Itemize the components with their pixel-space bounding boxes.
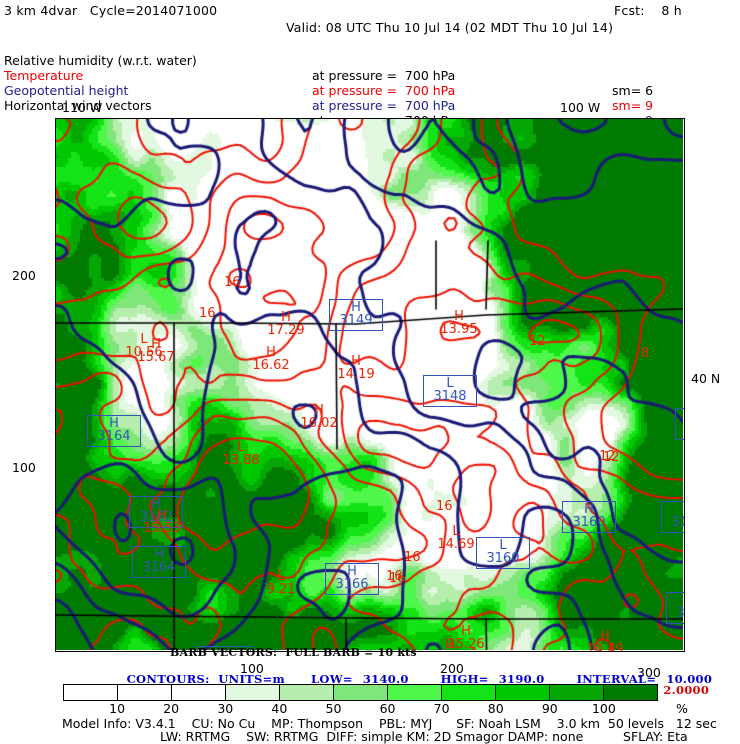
colorbar-tick-80: 80 — [487, 701, 504, 716]
colorbar-segment-10 — [604, 685, 657, 700]
colorbar-segment-6 — [388, 685, 442, 700]
height-label-box — [329, 299, 383, 331]
field-name-rh: Relative humidity (w.r.t. water) — [4, 53, 197, 68]
axis-tick-label-left-100: 100 — [12, 460, 36, 475]
colorbar-segment-4 — [280, 685, 334, 700]
axis-tick-label-left-200: 200 — [12, 268, 36, 283]
temperature-contour-label-16-12: 16 — [386, 569, 403, 584]
axis-tick-label-bottom-200: 200 — [440, 661, 464, 676]
colorbar-tick-30: 30 — [217, 701, 234, 716]
height-label-box — [132, 546, 186, 578]
height-contour-low-label: LOW= — [311, 672, 353, 686]
axis-label-right-mid: 40 N — [691, 371, 721, 386]
height-label-box — [661, 501, 684, 533]
height-contour-low-value: 3140.0 — [362, 672, 409, 686]
colorbar-tick-10: 10 — [109, 701, 126, 716]
colorbar-tick-labels: 10 20 30 40 50 60 70 80 90 100 — [63, 701, 683, 716]
colorbar-segment-8 — [496, 685, 550, 700]
colorbar-segment-9 — [550, 685, 604, 700]
model-cycle-text: 3 km 4dvar Cycle=2014071000 — [4, 3, 218, 18]
temp-contour-interval-value: 2.0000 — [663, 683, 710, 697]
field-row-wind: Horizontal wind vectors at pressure = 70… — [0, 83, 653, 143]
map-frame: H3149H3164L3148H3158H3162H3164H3166H3192… — [55, 118, 685, 652]
colorbar-segment-0 — [64, 685, 118, 700]
forecast-hour-text: Fcst: 8 h — [614, 3, 682, 18]
field-pressure-rh: at pressure = 700 hPa — [312, 68, 456, 83]
colorbar-unit-label: % — [676, 701, 688, 716]
colorbar-segment-1 — [118, 685, 172, 700]
field-pressure-temperature: at pressure = 700 hPa — [312, 83, 456, 98]
temperature-contour-label-16-6: 16 — [436, 499, 453, 514]
temperature-contour-label-16-7: 16 — [389, 571, 406, 586]
colorbar-tick-70: 70 — [433, 701, 450, 716]
field-name-geopotential: Geopotential height — [4, 83, 129, 98]
height-contour-high-label: HIGH= — [440, 672, 489, 686]
temperature-contour-label-16-1: 16 — [199, 306, 216, 321]
field-row-rh: Relative humidity (w.r.t. water) at pres… — [0, 38, 653, 98]
valid-time-text: Valid: 08 UTC Thu 10 Jul 14 (02 MDT Thu … — [286, 20, 614, 35]
axis-tick-label-bottom-100: 100 — [240, 661, 264, 676]
colorbar[interactable] — [63, 684, 658, 701]
height-label-box — [129, 496, 183, 528]
field-smoothing-rh: sm= 6 — [612, 83, 654, 98]
height-label-box — [666, 592, 684, 624]
axis-tick-label-bottom-300: 300 — [637, 665, 661, 680]
temperature-contour-label-16-8: 16 — [404, 550, 421, 565]
temperature-contour-label-12-2: 12 — [529, 334, 546, 349]
barb-legend-text: BARB VECTORS: FULL BARB = 10 kts — [170, 646, 417, 659]
height-contour-high-value: 3190.0 — [498, 672, 545, 686]
map-panel[interactable]: H3149H3164L3148H3158H3162H3164H3166H3192… — [55, 118, 685, 652]
height-label-box — [87, 415, 141, 447]
temperature-contour-label-12-9: 12 — [603, 450, 620, 465]
field-pressure-geopotential: at pressure = 700 hPa — [312, 98, 456, 113]
model-info-line-1: Model Info: V3.4.1 CU: No Cu MP: Thompso… — [62, 716, 717, 731]
colorbar-segment-3 — [226, 685, 280, 700]
map-plot-canvas — [56, 119, 683, 650]
colorbar-tick-50: 50 — [325, 701, 342, 716]
height-label-box — [675, 408, 684, 440]
height-label-box — [562, 501, 616, 533]
colorbar-segment-2 — [172, 685, 226, 700]
height-contour-interval-label: INTERVAL= — [576, 672, 657, 686]
height-label-box — [476, 537, 530, 569]
colorbar-tick-100: 100 — [591, 701, 616, 716]
field-name-wind: Horizontal wind vectors — [4, 98, 152, 113]
height-label-box — [325, 563, 379, 595]
axis-label-top-right: 100 W — [560, 100, 601, 115]
field-name-temperature: Temperature — [4, 68, 84, 83]
colorbar-segment-5 — [334, 685, 388, 700]
colorbar-tick-20: 20 — [163, 701, 180, 716]
height-contour-prefix: CONTOURS: UNITS=m — [126, 672, 285, 686]
model-info-line-2: LW: RRTMG SW: RRTMG DIFF: simple KM: 2D … — [160, 729, 688, 744]
field-smoothing-temperature: sm= 9 — [612, 98, 654, 113]
height-contour-legend: CONTOURS: UNITS=m LOW= 3140.0 HIGH= 3190.0 IN… — [118, 658, 712, 686]
temperature-contour-label-8-4: 8 — [641, 346, 650, 361]
height-label-box — [423, 375, 477, 407]
colorbar-tick-40: 40 — [271, 701, 288, 716]
temperature-contour-label-16-0: 16 — [224, 275, 241, 290]
height-label-box — [197, 646, 251, 651]
colorbar-tick-60: 60 — [379, 701, 396, 716]
axis-label-top-left: 110 W — [62, 100, 103, 115]
temperature-contour-label-12-3: 12 — [599, 449, 616, 464]
field-row-temperature: Temperature at pressure = 700 hPa sm= 9 — [0, 53, 653, 113]
colorbar-tick-90: 90 — [541, 701, 558, 716]
colorbar-segment-7 — [442, 685, 496, 700]
height-contour-interval-value: 10.000 — [666, 672, 713, 686]
